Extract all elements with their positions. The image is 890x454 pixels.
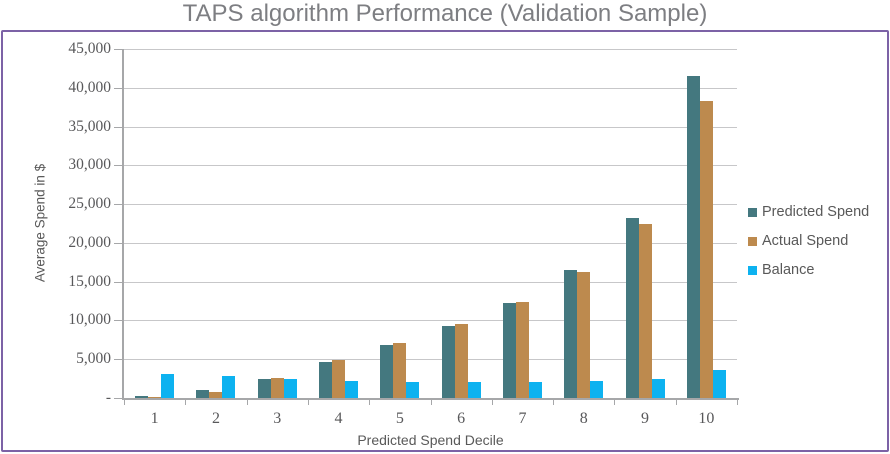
legend-color-swatch — [748, 236, 757, 246]
y-axis-tick-label: 5,000 — [76, 350, 111, 368]
x-axis-category-label: 7 — [518, 410, 527, 427]
gridline — [124, 165, 737, 167]
y-axis-tick — [114, 87, 124, 89]
legend-color-swatch — [748, 207, 757, 217]
chart-box: Average Spend in $ Predicted Spend Decil… — [1, 30, 889, 452]
gridline — [124, 204, 737, 206]
bar — [638, 224, 652, 398]
x-axis-tick — [737, 400, 738, 405]
bar — [393, 343, 407, 398]
x-axis-title: Predicted Spend Decile — [357, 432, 504, 448]
legend-item: Actual Spend — [748, 233, 869, 249]
x-axis-category-label: 1 — [150, 410, 159, 427]
bar — [564, 270, 578, 398]
x-axis-category-label: 6 — [457, 410, 466, 427]
y-axis-tick-label: 30,000 — [68, 156, 111, 174]
y-axis-tick-label: - — [105, 389, 111, 406]
legend-label: Balance — [762, 262, 815, 278]
x-axis-category-label: 2 — [211, 410, 220, 427]
bar — [712, 370, 726, 398]
bar — [148, 397, 162, 398]
bar — [502, 303, 516, 398]
y-axis-tick-label: 40,000 — [68, 78, 111, 96]
x-axis-tick — [246, 400, 248, 405]
x-axis-category-label: 10 — [698, 410, 715, 427]
x-axis-tick — [553, 400, 555, 405]
bar — [528, 382, 542, 398]
y-axis-tick — [114, 49, 124, 50]
bar — [625, 218, 639, 398]
legend: Predicted Spend Actual Spend Balance — [748, 204, 869, 278]
bar — [577, 272, 591, 398]
bar — [441, 326, 455, 398]
x-axis-category-label: 8 — [579, 410, 588, 427]
legend-item: Predicted Spend — [748, 204, 869, 220]
bar — [686, 76, 700, 398]
bar — [270, 378, 284, 398]
bar — [209, 392, 223, 398]
bar — [406, 382, 420, 398]
y-axis-tick-label: 15,000 — [68, 272, 111, 290]
y-axis-tick — [114, 126, 124, 128]
x-axis-tick — [185, 400, 187, 405]
y-axis-tick — [114, 242, 124, 244]
x-axis-tick — [124, 400, 125, 405]
y-axis-tick — [114, 398, 124, 399]
x-axis-category-label: 3 — [273, 410, 282, 427]
y-axis-tick — [114, 359, 124, 361]
y-axis-tick-label: 35,000 — [68, 117, 111, 135]
x-axis-tick — [369, 400, 371, 405]
bar — [257, 379, 271, 398]
legend-label: Actual Spend — [762, 233, 849, 249]
bar — [590, 381, 604, 398]
bar — [380, 345, 394, 398]
x-axis-tick — [307, 400, 309, 405]
y-axis-tick-label: 25,000 — [68, 195, 111, 213]
y-axis-tick — [114, 320, 124, 322]
x-axis-tick — [430, 400, 432, 405]
bar — [135, 396, 149, 398]
bar — [699, 101, 713, 398]
gridline — [124, 242, 737, 244]
x-axis-category-label: 9 — [641, 410, 650, 427]
gridline — [124, 320, 737, 322]
gridline — [124, 126, 737, 128]
legend-color-swatch — [748, 265, 757, 275]
x-axis-category-label: 5 — [395, 410, 404, 427]
legend-label: Predicted Spend — [762, 204, 870, 220]
y-axis-tick-label: 20,000 — [68, 233, 111, 251]
bar — [454, 324, 468, 398]
x-axis-tick — [675, 400, 677, 405]
y-axis-tick — [114, 281, 124, 283]
y-axis-tick — [114, 204, 124, 206]
x-axis-category-label: 4 — [334, 410, 343, 427]
bar — [515, 302, 529, 398]
gridline — [124, 49, 737, 50]
bar — [161, 374, 175, 398]
y-axis-title: Average Spend in $ — [32, 163, 48, 283]
bar — [283, 379, 297, 398]
gridline — [124, 87, 737, 89]
y-axis-tick — [114, 165, 124, 167]
bar — [345, 381, 359, 398]
bar — [222, 376, 236, 398]
y-axis-tick-label: 45,000 — [68, 40, 111, 57]
x-axis-tick — [614, 400, 616, 405]
bar — [332, 360, 346, 398]
bar — [196, 390, 210, 398]
gridline — [124, 359, 737, 361]
legend-item: Balance — [748, 262, 869, 278]
chart-title: TAPS algorithm Performance (Validation S… — [182, 0, 708, 27]
bar — [651, 379, 665, 398]
x-axis-tick — [491, 400, 493, 405]
gridline — [124, 281, 737, 283]
y-axis-tick-label: 10,000 — [68, 311, 111, 329]
bar — [467, 382, 481, 398]
plot-area — [122, 49, 739, 400]
bar — [319, 362, 333, 398]
